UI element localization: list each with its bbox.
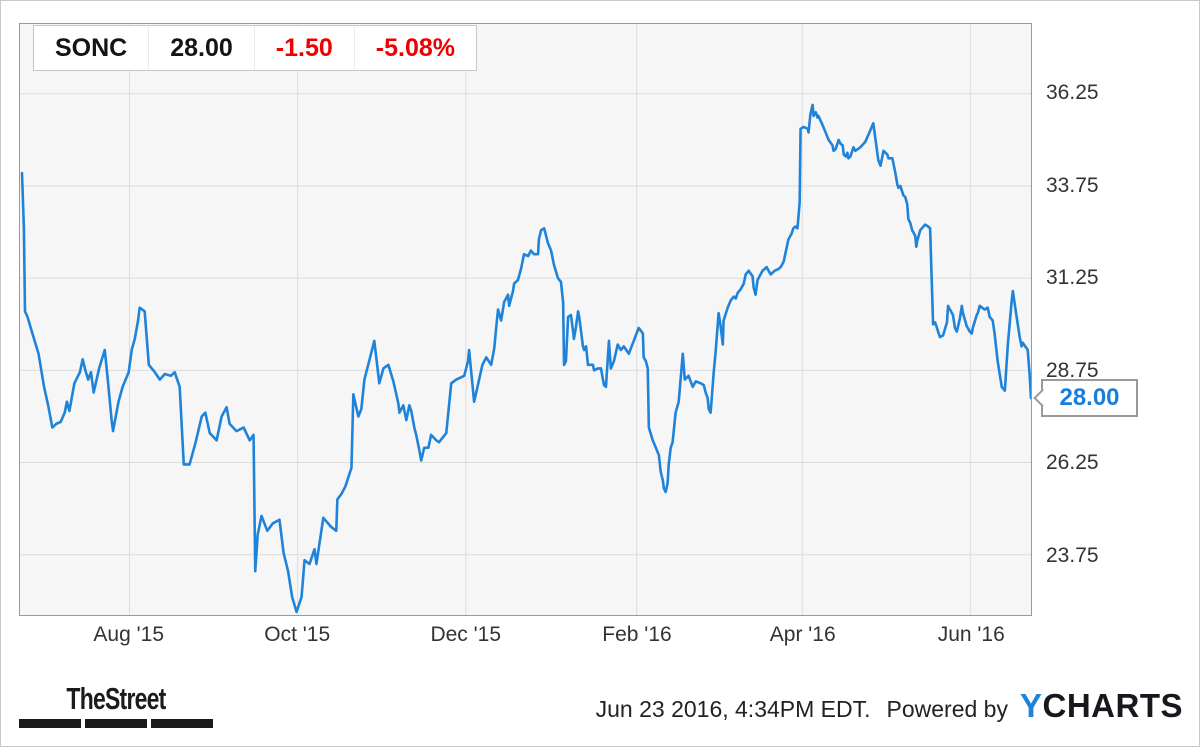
last-price: 28.00 bbox=[149, 26, 255, 70]
tag-pointer-icon bbox=[1033, 389, 1052, 408]
y-tick-label: 36.25 bbox=[1046, 81, 1099, 104]
x-tick-label: Apr '16 bbox=[769, 623, 836, 646]
thestreet-logo-bars-icon bbox=[19, 719, 213, 728]
x-tick-label: Jun '16 bbox=[937, 623, 1005, 646]
ycharts-logo-y: Y bbox=[1019, 687, 1043, 724]
y-tick-label: 31.25 bbox=[1046, 266, 1099, 289]
y-tick-label: 28.75 bbox=[1046, 358, 1099, 382]
thestreet-logo-text: TheStreet bbox=[66, 681, 166, 716]
quote-header: SONC 28.00 -1.50 -5.08% bbox=[33, 25, 477, 71]
price-change: -1.50 bbox=[255, 26, 355, 70]
y-tick-label: 23.75 bbox=[1046, 543, 1099, 567]
chart-credit: Jun 23 2016, 4:34PM EDT. Powered by YCHA… bbox=[596, 687, 1183, 725]
y-tick-label: 26.25 bbox=[1046, 451, 1099, 474]
chart-plot-area[interactable] bbox=[19, 23, 1032, 616]
x-tick-label: Aug '15 bbox=[93, 623, 165, 646]
ycharts-logo: YCHARTS bbox=[1020, 687, 1183, 725]
price-change-percent: -5.08% bbox=[375, 33, 455, 62]
powered-by-label: Powered by bbox=[886, 696, 1008, 722]
x-tick-label: Feb '16 bbox=[602, 623, 672, 646]
y-tick-label: 33.75 bbox=[1046, 173, 1099, 197]
thestreet-logo: TheStreet bbox=[19, 681, 213, 728]
ticker-symbol: SONC bbox=[34, 26, 150, 70]
last-price-tag: 28.00 bbox=[1033, 379, 1138, 418]
ycharts-logo-rest: CHARTS bbox=[1042, 687, 1183, 724]
timestamp: Jun 23 2016, 4:34PM EDT. bbox=[595, 696, 871, 722]
x-tick-label: Oct '15 bbox=[264, 623, 331, 646]
x-tick-label: Dec '15 bbox=[430, 623, 501, 646]
tag-value: 28.00 bbox=[1059, 384, 1120, 412]
price-line-chart bbox=[20, 24, 1031, 615]
